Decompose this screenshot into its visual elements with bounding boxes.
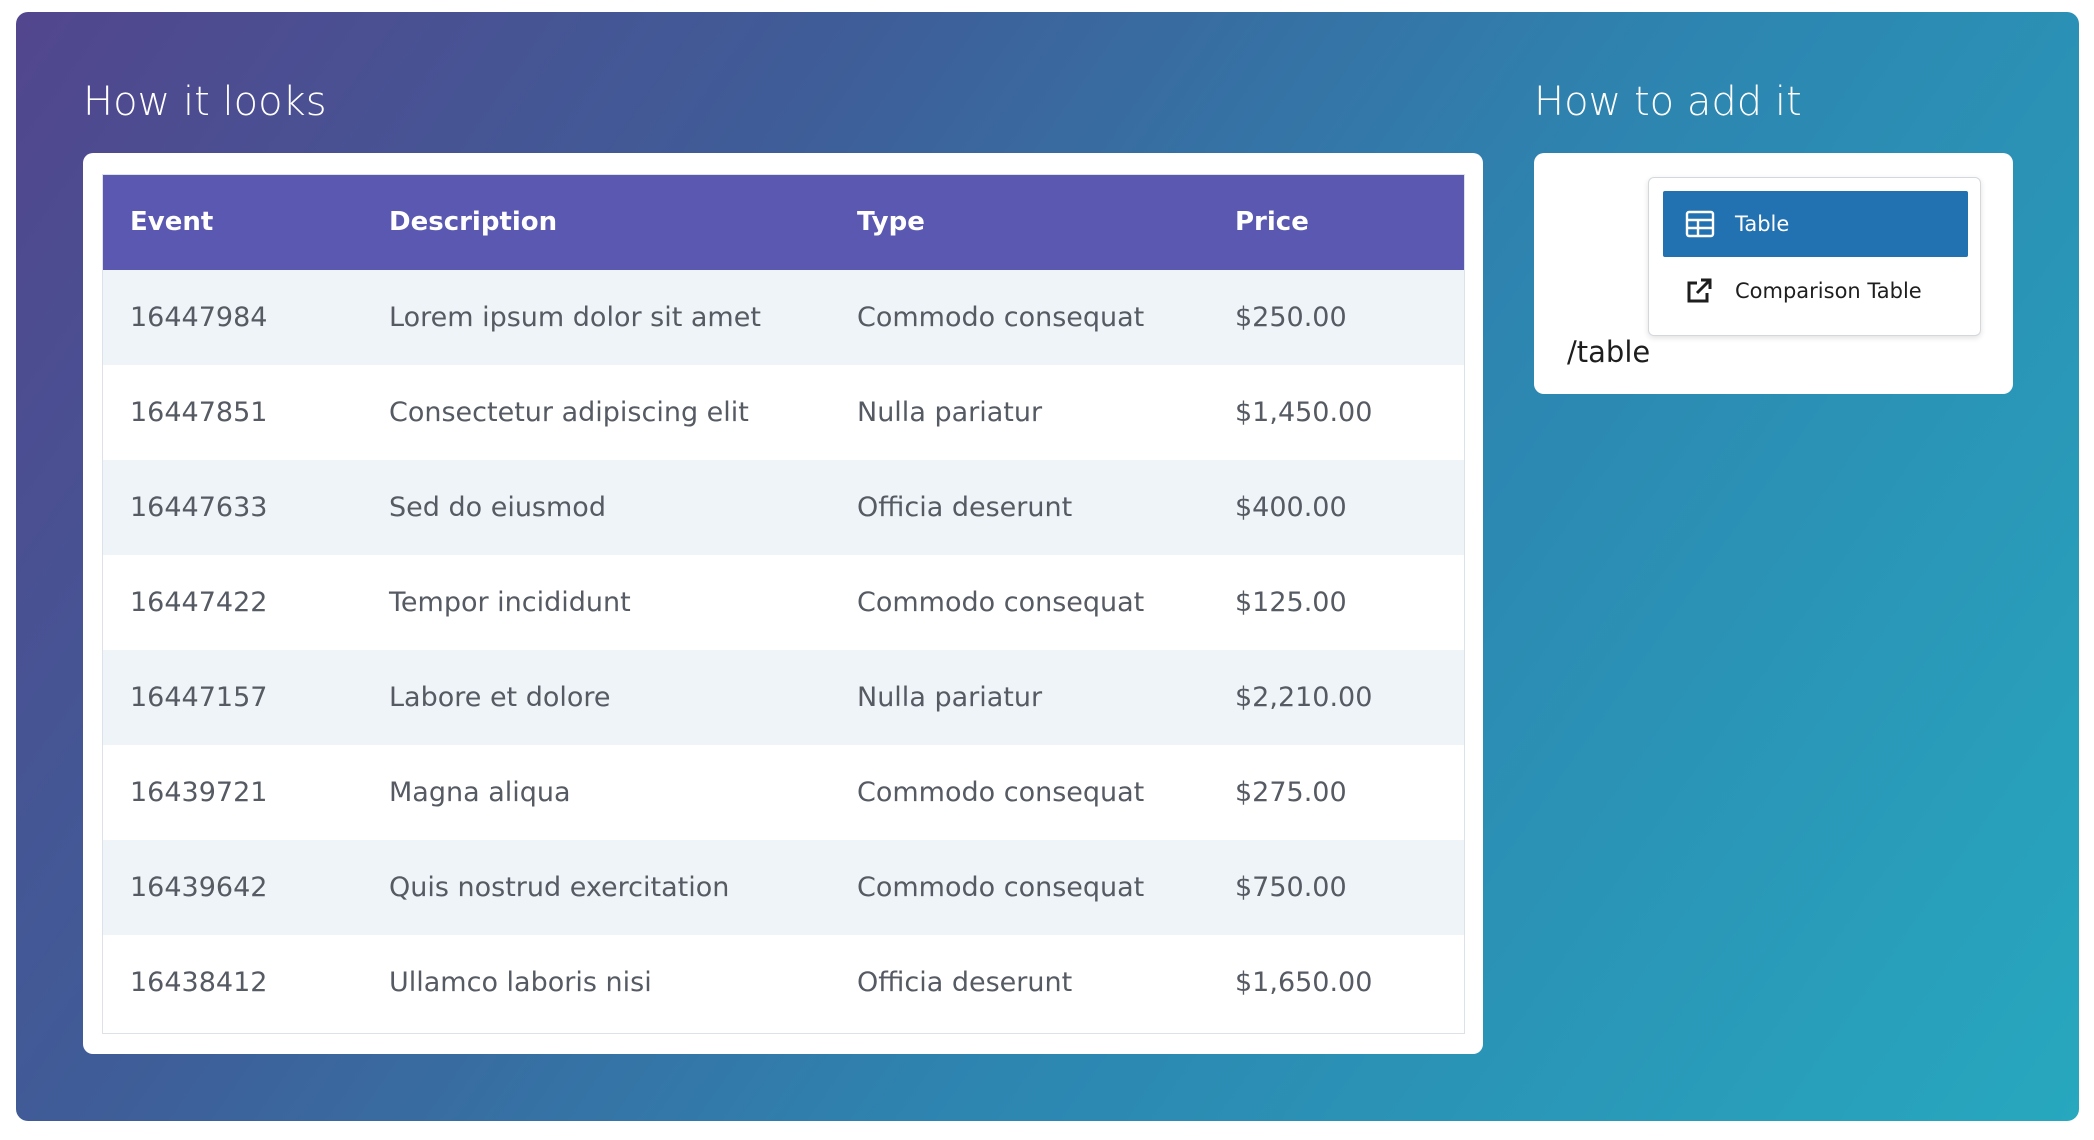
- table-cell: $750.00: [1235, 872, 1347, 903]
- table-cell: 16447984: [130, 302, 268, 333]
- table-cell: Nulla pariatur: [857, 682, 1043, 713]
- menu-label: Comparison Table: [1735, 279, 1922, 303]
- block-menu: Table Comparison Table: [1648, 177, 1981, 336]
- menu-item[interactable]: Table: [1663, 191, 1968, 257]
- table-cell: 16438412: [130, 967, 268, 998]
- table-cell: Commodo consequat: [857, 302, 1145, 333]
- table-header: Event Description Type Price: [103, 175, 1464, 270]
- slash-command: /table: [1567, 335, 1651, 369]
- table-cell: Commodo consequat: [857, 872, 1145, 903]
- table-cell: 16439721: [130, 777, 268, 808]
- table-cell: $1,450.00: [1235, 397, 1373, 428]
- header-cell: Description: [389, 207, 558, 237]
- table-cell: Sed do eiusmod: [389, 492, 606, 523]
- table-cell: $1,650.00: [1235, 967, 1373, 998]
- table-cell: $275.00: [1235, 777, 1347, 808]
- table-cell: 16447633: [130, 492, 268, 523]
- table-cell: Labore et dolore: [389, 682, 611, 713]
- table-row: 16447984 Lorem ipsum dolor sit amet Commod…: [103, 270, 1464, 365]
- table: Event Description Type Price 16447984 Lorem i…: [102, 174, 1465, 1034]
- table-row: 16447157 Labore et dolore Nulla pariatur $2…: [103, 650, 1464, 745]
- table-cell: $125.00: [1235, 587, 1347, 618]
- header-cell: Event: [130, 207, 214, 237]
- table-cell: Quis nostrud exercitation: [389, 872, 730, 903]
- editor-card: /table Table Comparison Table: [1534, 153, 2013, 394]
- table-cell: Ullamco laboris nisi: [389, 967, 652, 998]
- table-cell: 16439642: [130, 872, 268, 903]
- table-row: 16439642 Quis nostrud exercitation Commodo…: [103, 840, 1464, 935]
- table-cell: $2,210.00: [1235, 682, 1373, 713]
- table-icon: [1685, 210, 1715, 238]
- table-row: 16438412 Ullamco laboris nisi Officia dese…: [103, 935, 1464, 1030]
- table-cell: Nulla pariatur: [857, 397, 1043, 428]
- table-row: 16439721 Magna aliqua Commodo consequat $27…: [103, 745, 1464, 840]
- table-cell: Officia deserunt: [857, 967, 1073, 998]
- section-title: How it looks: [83, 79, 327, 125]
- link-icon: [1687, 278, 1712, 303]
- table-cell: Commodo consequat: [857, 587, 1145, 618]
- table-cell: 16447851: [130, 397, 268, 428]
- table-cell: Magna aliqua: [389, 777, 571, 808]
- table-row: 16447422 Tempor incididunt Commodo consequ…: [103, 555, 1464, 650]
- table-cell: $250.00: [1235, 302, 1347, 333]
- table-cell: 16447157: [130, 682, 268, 713]
- table-cell: Officia deserunt: [857, 492, 1073, 523]
- table-cell: Tempor incididunt: [389, 587, 631, 618]
- table-cell: Lorem ipsum dolor sit amet: [389, 302, 761, 333]
- table-row: 16447851 Consectetur adipiscing elit Nulla…: [103, 365, 1464, 460]
- menu-item[interactable]: Comparison Table: [1663, 258, 1968, 324]
- header-cell: Price: [1235, 207, 1309, 237]
- table-cell: Commodo consequat: [857, 777, 1145, 808]
- menu-label: Table: [1735, 212, 1790, 236]
- section-title: How to add it: [1534, 79, 1802, 125]
- table-cell: $400.00: [1235, 492, 1347, 523]
- table-cell: Consectetur adipiscing elit: [389, 397, 749, 428]
- table-card: Event Description Type Price 16447984 Lorem i…: [83, 153, 1483, 1054]
- header-cell: Type: [857, 207, 925, 237]
- table-cell: 16447422: [130, 587, 268, 618]
- table-row: 16447633 Sed do eiusmod Officia deserunt $4…: [103, 460, 1464, 555]
